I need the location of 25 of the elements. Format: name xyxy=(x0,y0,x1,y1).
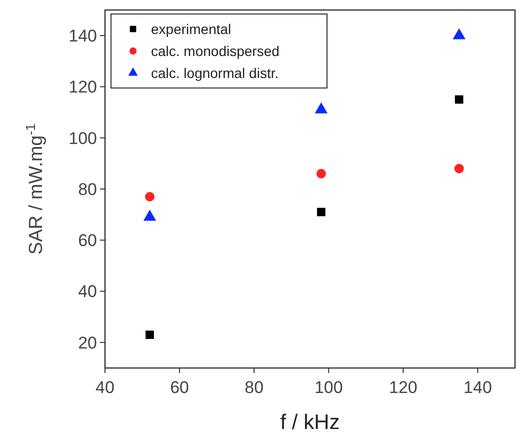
point xyxy=(146,330,154,339)
point xyxy=(454,95,464,104)
y-tick-label: 20 xyxy=(78,333,97,352)
y-tick-label: 120 xyxy=(68,78,97,97)
x-tick-label: 60 xyxy=(170,378,190,397)
legend-label: experimental xyxy=(151,20,232,37)
x-tick-label: 140 xyxy=(464,378,492,397)
x-tick-label: 80 xyxy=(244,378,264,397)
legend-label: calc. lognormal distr. xyxy=(151,64,279,81)
legend-label: calc. monodispersed xyxy=(151,42,280,59)
y-tick-label: 100 xyxy=(68,128,97,148)
y-tick-label: 40 xyxy=(78,282,97,302)
point xyxy=(317,208,326,216)
x-tick-label: 120 xyxy=(388,378,418,397)
point xyxy=(316,168,326,178)
y-tick-label: 60 xyxy=(78,231,97,250)
x-axis-title: f / kHz xyxy=(280,411,340,434)
y-tick-label: 80 xyxy=(78,180,97,199)
x-tick-label: 100 xyxy=(314,378,343,397)
point xyxy=(452,28,466,40)
y-tick-label: 140 xyxy=(68,26,97,46)
point xyxy=(454,164,464,174)
point xyxy=(145,192,154,202)
point xyxy=(314,102,328,114)
x-tick-label: 40 xyxy=(96,378,114,397)
